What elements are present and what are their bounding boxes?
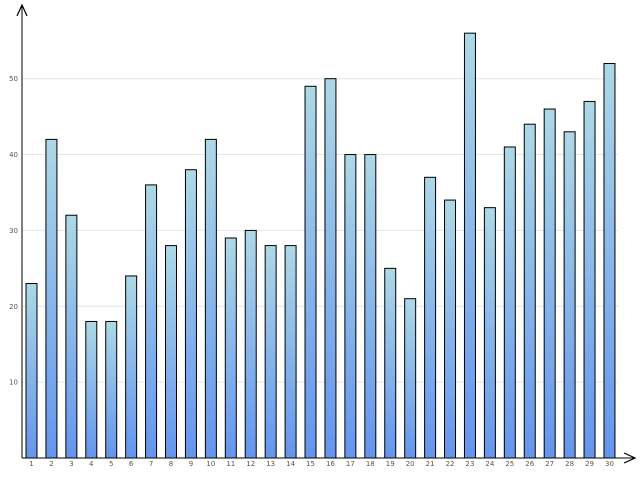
x-tick-label: 20 [406, 460, 415, 468]
bar [364, 154, 377, 459]
x-tick-label: 7 [149, 460, 153, 468]
x-tick-label: 5 [109, 460, 113, 468]
x-tick-label: 6 [129, 460, 134, 468]
x-tick-label: 29 [585, 460, 594, 468]
bar [543, 108, 556, 459]
bars [25, 32, 616, 459]
x-tick-label: 30 [605, 460, 614, 468]
axes [16, 3, 637, 464]
gridlines [22, 78, 618, 383]
y-tick-labels: 10 20 30 40 50 [9, 75, 18, 386]
x-tick-label: 28 [565, 460, 574, 468]
y-axis-arrow-icon [16, 3, 28, 17]
y-tick-label: 20 [9, 303, 18, 311]
x-tick-label: 21 [426, 460, 435, 468]
x-tick-label: 10 [206, 460, 215, 468]
bar [304, 85, 317, 459]
bar [324, 78, 337, 459]
x-tick-label: 26 [525, 460, 534, 468]
x-tick-label: 16 [326, 460, 335, 468]
x-tick-label: 19 [386, 460, 395, 468]
y-tick-label: 30 [9, 227, 18, 235]
y-tick-label: 40 [9, 151, 18, 159]
bar [483, 207, 496, 459]
x-tick-label: 27 [545, 460, 554, 468]
x-tick-label: 22 [446, 460, 455, 468]
x-tick-label: 3 [69, 460, 73, 468]
x-tick-labels: 1 2 3 4 5 6 7 8 9 10 11 12 13 14 15 16 17 18 19 20 21 22 23 24 2… [29, 460, 614, 468]
x-tick-label: 11 [226, 460, 235, 468]
bar [424, 176, 437, 459]
x-axis-arrow-icon [623, 452, 637, 464]
bar [224, 237, 237, 459]
x-tick-label: 17 [346, 460, 355, 468]
x-tick-label: 24 [485, 460, 494, 468]
x-tick-label: 1 [29, 460, 33, 468]
bar [444, 199, 457, 459]
bar [204, 138, 217, 459]
bar [85, 320, 98, 459]
bar [45, 138, 58, 459]
bar [384, 267, 397, 459]
bar [184, 169, 197, 459]
bar [344, 154, 357, 459]
bar [523, 123, 536, 459]
y-tick-label: 10 [9, 379, 18, 387]
bar [25, 283, 38, 459]
x-tick-label: 14 [286, 460, 295, 468]
x-tick-label: 12 [246, 460, 255, 468]
bar [583, 100, 596, 459]
bar [65, 214, 78, 459]
x-tick-label: 13 [266, 460, 275, 468]
x-tick-label: 15 [306, 460, 315, 468]
bar [264, 245, 277, 459]
x-tick-label: 23 [465, 460, 474, 468]
bar [284, 245, 297, 459]
x-tick-label: 2 [49, 460, 53, 468]
bar [145, 184, 158, 459]
bar [404, 298, 417, 459]
x-tick-label: 4 [89, 460, 94, 468]
bar [463, 32, 476, 459]
bar [563, 131, 576, 459]
bar [125, 275, 138, 459]
x-tick-label: 9 [189, 460, 193, 468]
x-tick-label: 18 [366, 460, 375, 468]
bar [105, 320, 118, 459]
x-tick-label: 25 [505, 460, 514, 468]
bar [603, 63, 616, 459]
bar [503, 146, 516, 459]
bar [165, 245, 178, 459]
x-tick-label: 8 [169, 460, 173, 468]
y-tick-label: 50 [9, 75, 18, 83]
bar [244, 229, 257, 459]
